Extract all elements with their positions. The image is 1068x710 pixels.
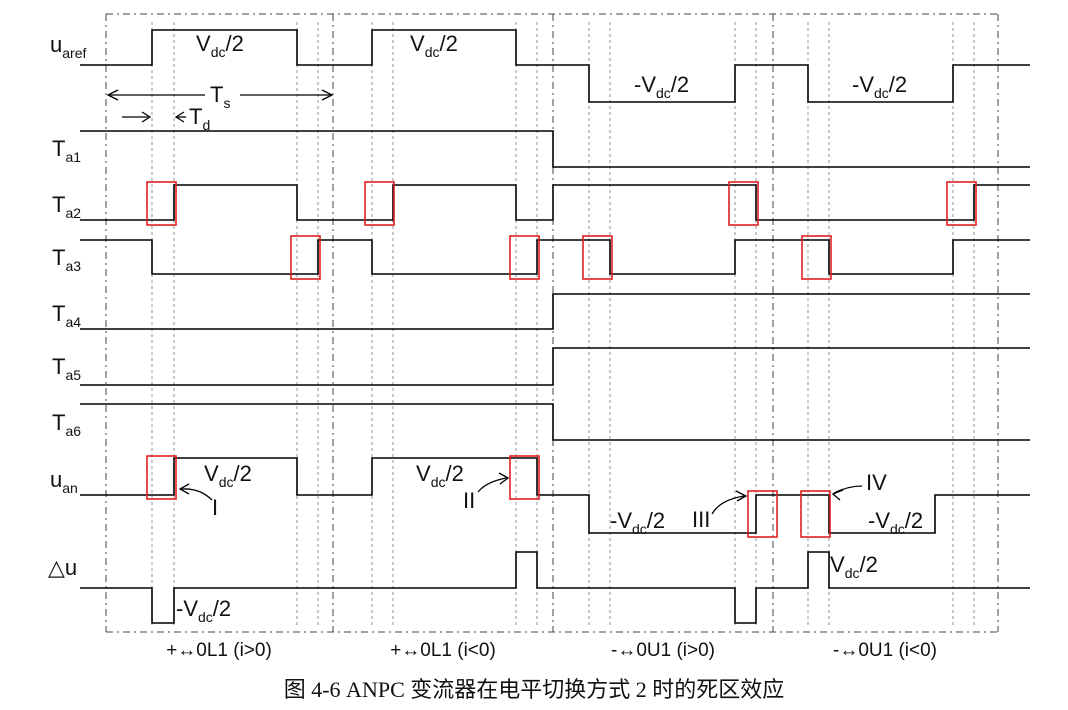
label-uaref: uaref [50,32,86,61]
dead-time-highlights [146,181,977,538]
highlight-ta2-2 [364,181,395,226]
level-uaref-neg-2: -Vdc/2 [852,72,907,101]
label-ta1: Ta1 [52,136,81,165]
waveform-ta3 [80,239,1030,275]
level-du-neg: -Vdc/2 [176,596,231,625]
highlight-ta2-1 [146,181,177,226]
waveform-ta6 [80,403,1030,441]
waveform-delta-u [80,551,1030,624]
level-uan-pos-1: Vdc/2 [204,461,252,490]
mode-label-4: -↔0U1 (i<0) [833,640,937,661]
marker-II: II [463,488,475,513]
level-uan-pos-2: Vdc/2 [416,461,464,490]
label-uan: uan [50,467,78,496]
marker-I: I [212,495,218,520]
highlight-uan-3 [747,490,778,538]
level-du-pos: Vdc/2 [830,552,878,581]
transition-guides [151,22,975,625]
label-ts: Ts [210,82,230,111]
figure-caption: 图 4-6 ANPC 变流器在电平切换方式 2 时的死区效应 [284,677,785,702]
mode-label-2: +↔0L1 (i<0) [390,640,496,661]
highlight-ta3-2 [509,235,540,280]
section-frame [105,13,999,633]
level-uan-neg-2: -Vdc/2 [868,508,923,537]
level-uaref-pos-2: Vdc/2 [410,31,458,60]
level-uan-neg-1: -Vdc/2 [610,508,665,537]
label-ta4: Ta4 [52,301,81,330]
highlight-uan-2 [509,455,540,500]
highlight-ta2-3 [728,181,759,226]
level-uaref-neg-1: -Vdc/2 [634,72,689,101]
highlight-ta3-3 [582,235,613,280]
highlight-ta2-4 [946,181,977,226]
highlight-ta3-4 [801,235,832,280]
highlight-ta3-1 [290,235,321,280]
highlight-uan-1 [146,455,177,500]
marker-arrows [178,472,863,515]
marker-IV: IV [866,470,887,495]
waveform-ta5 [80,347,1030,386]
waveform-ta2 [80,184,1030,221]
mode-label-1: +↔0L1 (i>0) [166,640,272,661]
label-ta2: Ta2 [52,192,81,221]
label-ta5: Ta5 [52,354,81,383]
waveform-ta4 [80,293,1030,330]
waveform-uan [80,457,1030,534]
mode-label-3: -↔0U1 (i>0) [611,640,715,661]
waveform-uaref [80,29,1030,103]
label-td: Td [189,104,210,133]
label-delta-u: △u [48,555,77,580]
waveform-ta1 [80,130,1030,168]
highlight-uan-4 [800,490,831,538]
label-ta6: Ta6 [52,410,81,439]
marker-III: III [692,507,710,532]
label-ta3: Ta3 [52,245,81,274]
ts-td-annotation [106,89,334,123]
level-uaref-pos-1: Vdc/2 [196,31,244,60]
